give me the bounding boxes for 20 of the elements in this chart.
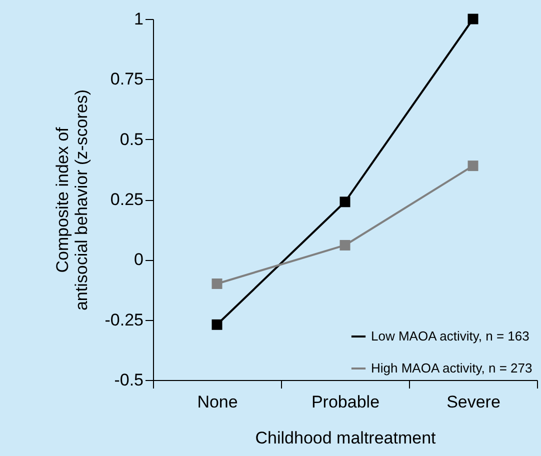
y-tick-label: 0.5 <box>120 130 144 149</box>
y-tick-label: -0.25 <box>104 310 144 330</box>
point <box>340 240 350 250</box>
point <box>340 196 350 208</box>
point <box>468 160 478 172</box>
y-axis-title: Composite index of antisocial behavior (z-scores) <box>52 89 91 311</box>
y-tick-label: 0 <box>134 250 144 270</box>
point <box>468 14 478 24</box>
y-tick-label: 0.25 <box>110 190 144 209</box>
x-tick-label: None <box>197 392 238 412</box>
x-tick-label: Severe <box>446 392 500 412</box>
point <box>212 319 222 330</box>
legend-label: Low MAOA activity, n = 163 <box>371 328 530 344</box>
point <box>212 278 222 289</box>
y-tick-label: -0.5 <box>114 370 144 390</box>
y-tick-label: 1 <box>134 10 144 28</box>
y-tick-label: 0.75 <box>110 70 144 89</box>
x-tick-label: Probable <box>311 392 380 412</box>
legend-label: High MAOA activity, n = 273 <box>371 360 532 376</box>
x-axis-title: Childhood maltreatment <box>255 428 436 448</box>
